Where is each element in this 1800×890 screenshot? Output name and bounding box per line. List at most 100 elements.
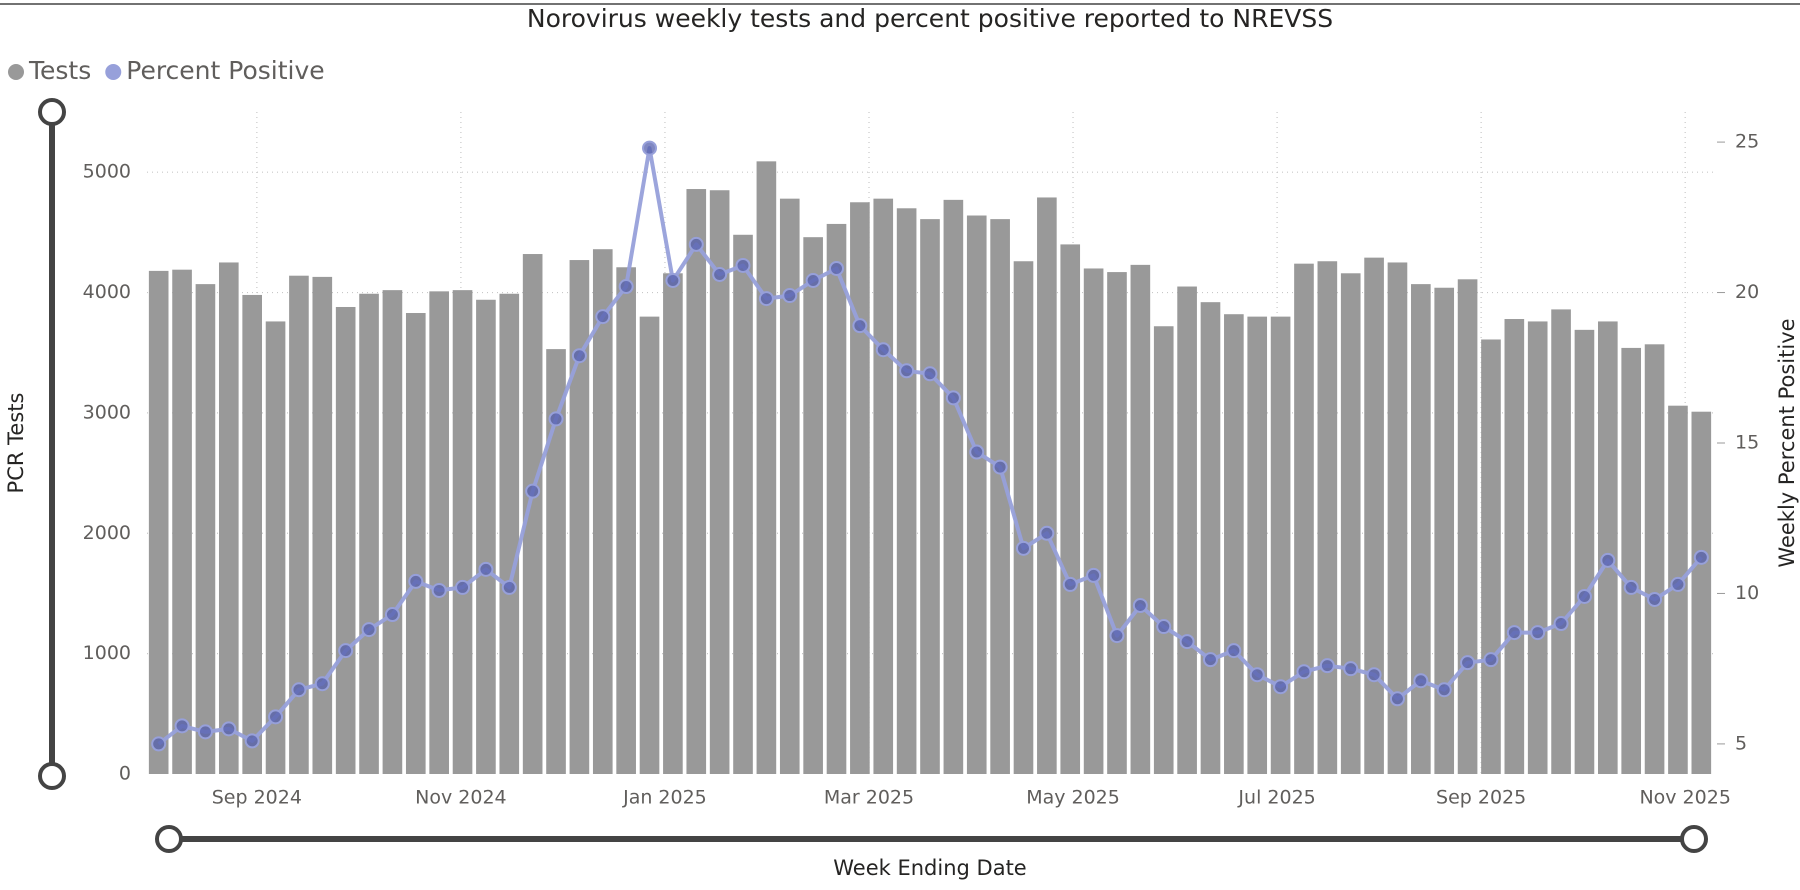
line-point (1530, 625, 1546, 641)
line-point (922, 366, 938, 382)
line-point (852, 318, 868, 334)
line-point (1483, 652, 1499, 668)
line-point (1600, 552, 1616, 568)
legend-label: Percent Positive (126, 56, 324, 85)
bar (1153, 326, 1174, 774)
line-point (478, 561, 494, 577)
line-point (1413, 673, 1429, 689)
bar (1224, 314, 1244, 774)
bar (639, 316, 660, 774)
line-point (1179, 634, 1195, 650)
line-point (1086, 567, 1102, 583)
bar (1457, 279, 1478, 774)
y2-tick-label: 25 (1735, 131, 1759, 153)
legend: Tests Percent Positive (8, 56, 325, 85)
line-point (1132, 597, 1148, 613)
line-point (1039, 525, 1055, 541)
slider-handle[interactable] (38, 98, 66, 126)
bar (359, 293, 379, 774)
bar (1013, 261, 1034, 774)
line-point (1436, 682, 1452, 698)
bar (476, 299, 496, 774)
line-point (1623, 579, 1639, 595)
bar (1060, 244, 1081, 774)
bar (1130, 264, 1151, 774)
line-point (1015, 540, 1031, 556)
bar (1317, 261, 1338, 774)
bar (1107, 272, 1127, 774)
line-point (1156, 619, 1172, 635)
y2-tick-label: 15 (1735, 432, 1759, 454)
line-point (221, 721, 237, 737)
bar (1294, 263, 1314, 774)
bar (592, 249, 613, 774)
y2-tick-label: 5 (1735, 732, 1747, 754)
bar (1574, 329, 1595, 774)
bar (826, 223, 847, 775)
line-point (642, 140, 658, 156)
bar (382, 290, 403, 774)
line-point (1553, 616, 1569, 632)
line-point (1202, 652, 1218, 668)
x-tick-label: May 2025 (1026, 787, 1120, 809)
line-point (408, 573, 424, 589)
y-tick-label: 4000 (83, 281, 131, 303)
bar (803, 237, 823, 775)
slider-handle[interactable] (155, 825, 183, 853)
bar (1037, 197, 1057, 774)
bar (779, 198, 800, 775)
bar (1411, 284, 1431, 774)
bar (1177, 286, 1197, 774)
chart-title: Norovirus weekly tests and percent posit… (527, 4, 1333, 33)
bar (172, 269, 192, 774)
line-point (875, 342, 891, 358)
bar (1691, 411, 1712, 774)
y-zoom-slider[interactable] (38, 98, 66, 790)
bar (756, 161, 777, 774)
bar (499, 293, 520, 774)
bar (265, 321, 286, 774)
line-point (525, 483, 541, 499)
line-point (1576, 588, 1592, 604)
slider-handle[interactable] (1680, 825, 1708, 853)
bar (569, 260, 590, 775)
ticks: 0 1000 2000 3000 4000 5000 5 10 15 20 25 Sep 2024 No… (83, 131, 1760, 809)
y-tick-label: 2000 (83, 522, 131, 544)
bar (616, 267, 636, 774)
bar (335, 306, 356, 774)
line-point (1226, 643, 1242, 659)
line-point (1506, 625, 1522, 641)
line-point (1670, 576, 1686, 592)
line-point (1647, 591, 1663, 607)
line-layer (151, 140, 1709, 752)
line-point (712, 266, 728, 282)
line-point (244, 733, 260, 749)
x-tick-label: Nov 2024 (415, 787, 506, 809)
x-zoom-slider[interactable] (155, 825, 1708, 853)
x-tick-label: Nov 2025 (1639, 787, 1730, 809)
line-point (151, 736, 167, 752)
bar (1200, 302, 1221, 774)
line-point (735, 257, 751, 273)
bar (1364, 257, 1384, 774)
bar (1527, 321, 1548, 774)
bar (242, 294, 262, 774)
bar (663, 273, 683, 774)
x-tick-label: Mar 2025 (824, 787, 914, 809)
line-point (899, 363, 915, 379)
y-tick-label: 3000 (83, 401, 131, 423)
slider-handle[interactable] (38, 762, 66, 790)
bar (1504, 319, 1525, 774)
bar (1481, 339, 1501, 774)
line-point (1366, 667, 1382, 683)
line-point (969, 444, 985, 460)
bars (148, 161, 1712, 775)
line-point (665, 273, 681, 289)
line-point (455, 579, 471, 595)
line-point (174, 718, 190, 734)
line-point (384, 607, 400, 623)
line-point (1296, 664, 1312, 680)
y2-tick-label: 10 (1735, 582, 1759, 604)
line-point (571, 348, 587, 364)
